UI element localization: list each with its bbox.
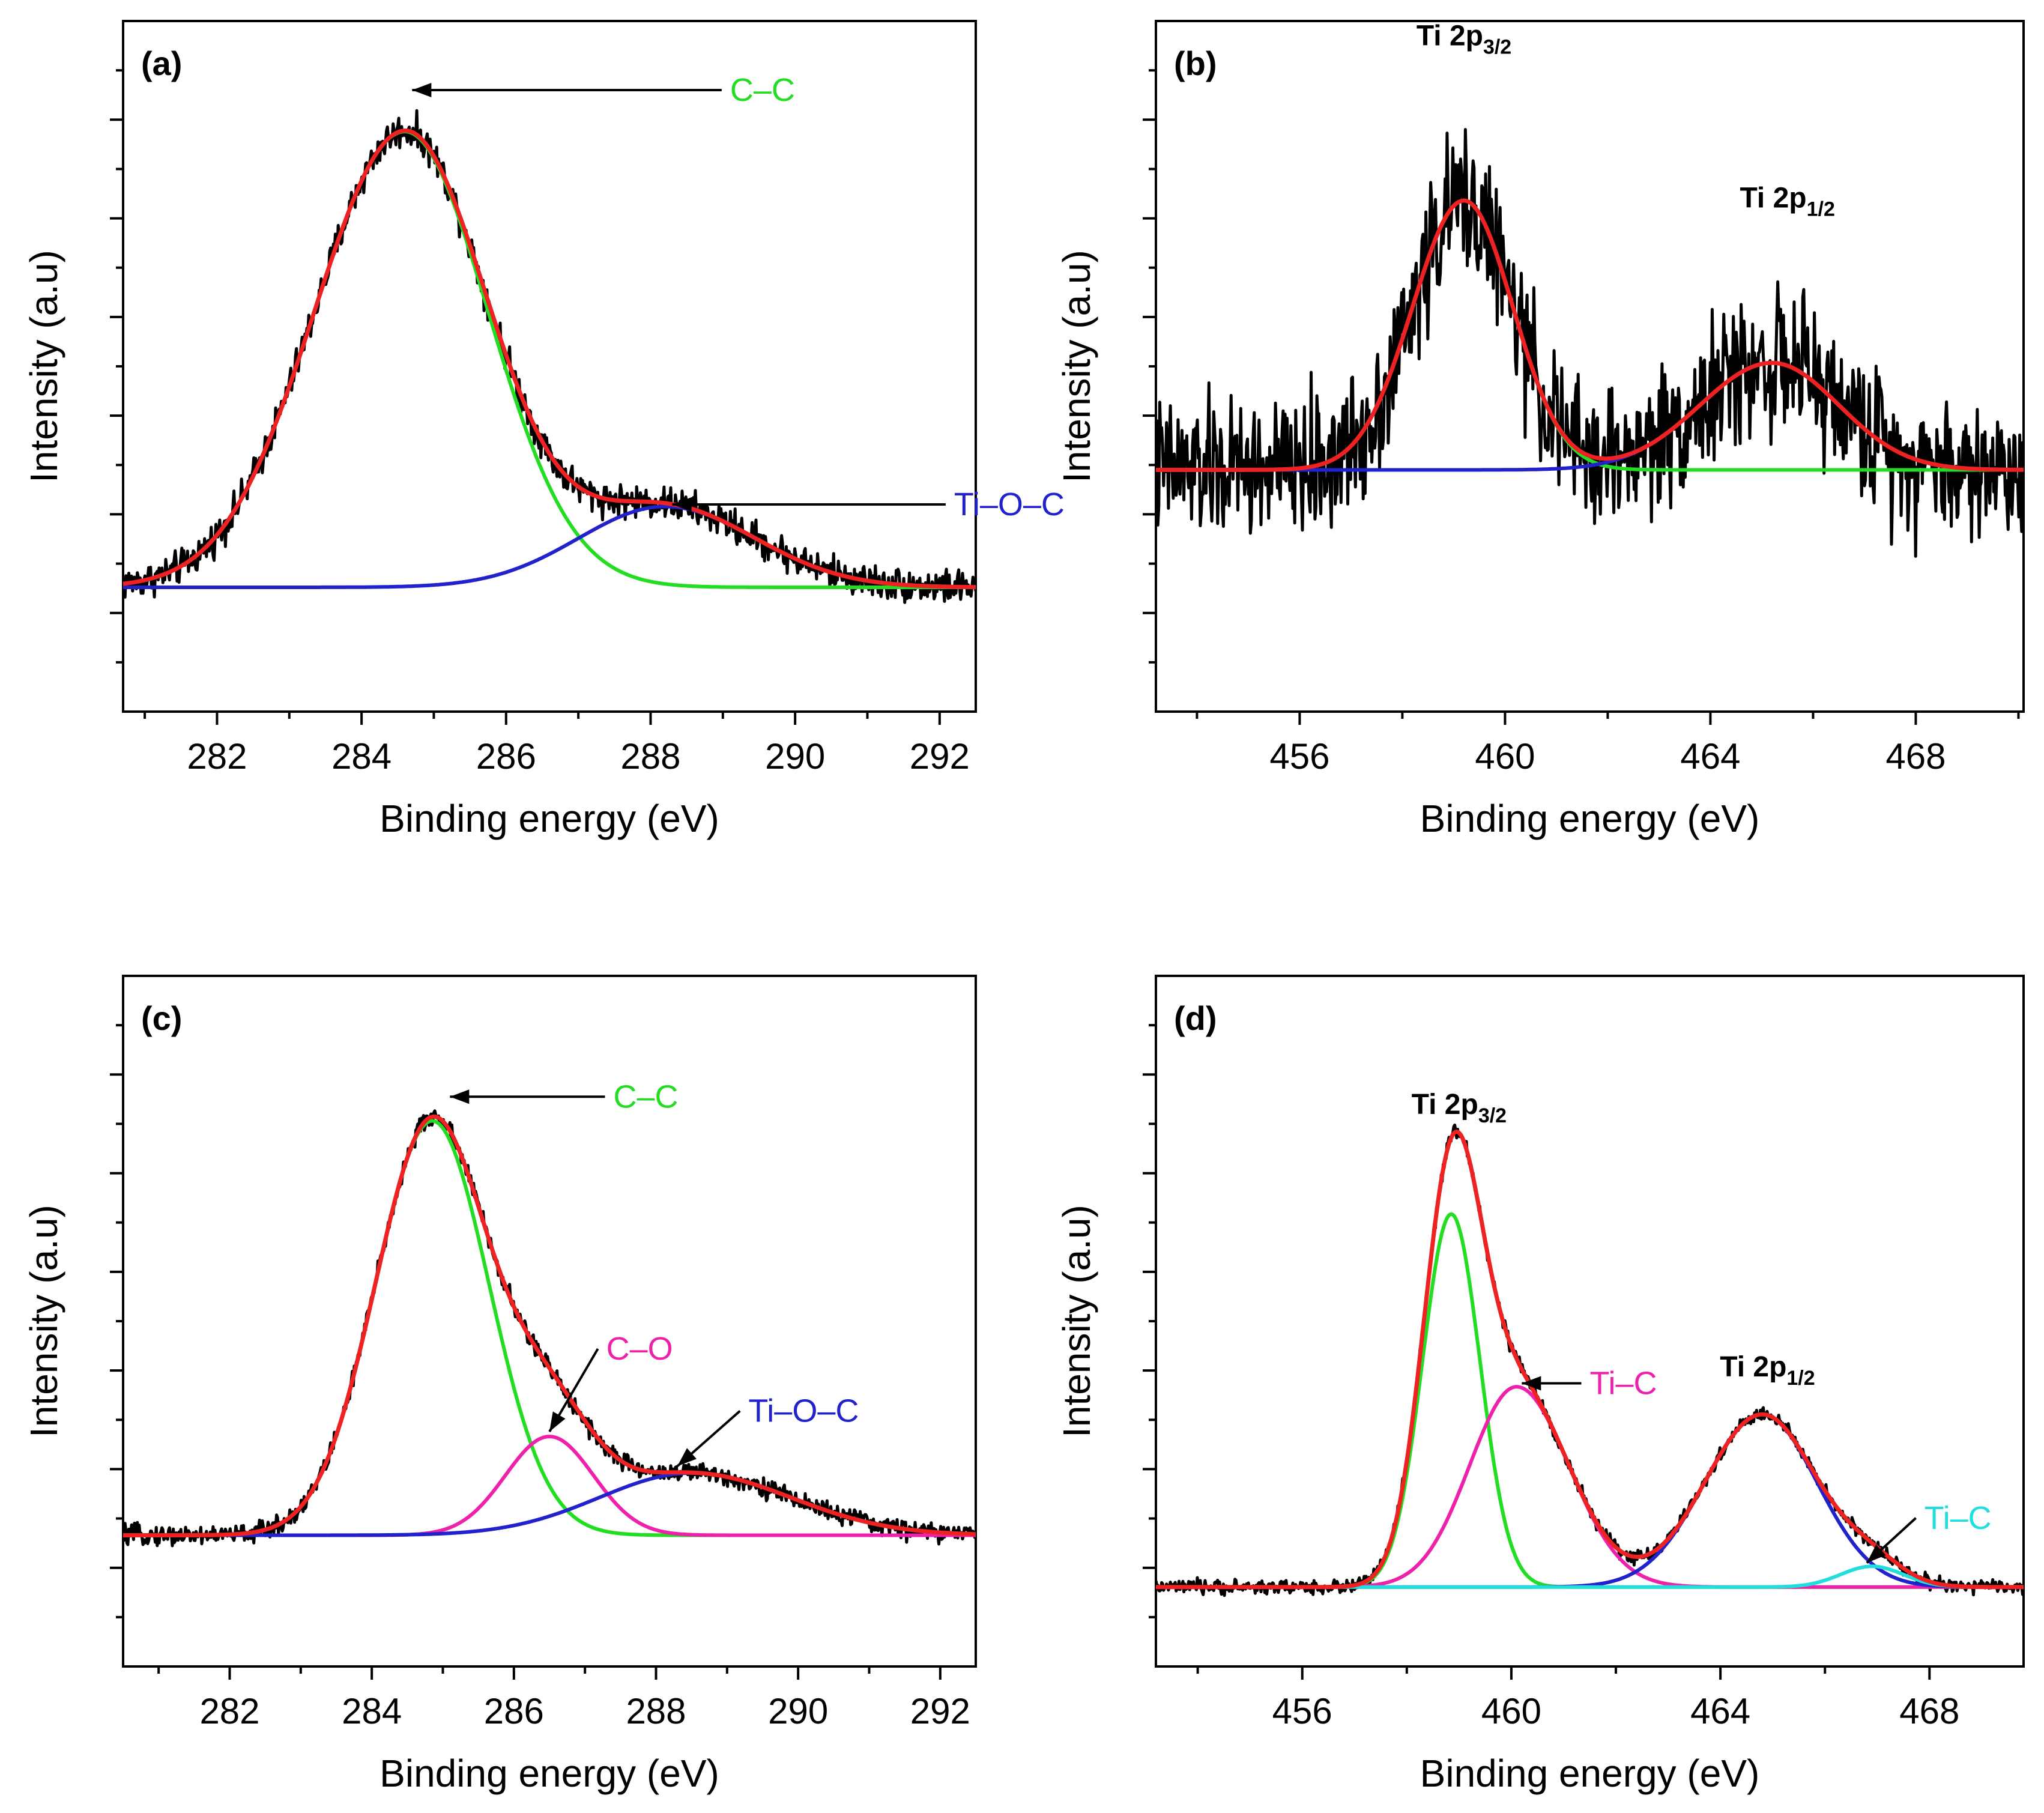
x-tick-label: 284: [331, 736, 392, 776]
x-tick-label: 292: [910, 1691, 970, 1731]
raw-spectrum-line: [1156, 1124, 2024, 1597]
y-axis-title: Intensity (a.u): [22, 250, 65, 483]
x-tick-label: 464: [1690, 1691, 1750, 1731]
annotation-arrowhead: [1522, 1376, 1541, 1391]
x-tick-label: 282: [199, 1691, 259, 1731]
annotation-arrowhead: [412, 83, 432, 97]
fit-envelope-line: [1156, 198, 2024, 472]
x-tick-label: 286: [476, 736, 536, 776]
fit-component-line: [1156, 1385, 2024, 1589]
annotation-arrowhead: [677, 1448, 697, 1466]
raw-spectrum-line: [123, 1109, 976, 1548]
x-axis-title: Binding energy (eV): [1420, 797, 1760, 840]
annotation-label: C–C: [730, 72, 795, 108]
panel-label: (a): [141, 44, 182, 82]
x-tick-label: 290: [768, 1691, 828, 1731]
panel-label: (c): [141, 999, 182, 1037]
x-axis-title: Binding energy (eV): [379, 797, 719, 840]
x-tick-label: 464: [1680, 736, 1740, 776]
curves: [123, 109, 976, 604]
peak-label: Ti 2p3/2: [1417, 20, 1511, 58]
y-axis-title: Intensity (a.u): [1055, 1205, 1098, 1438]
annotation-arrowhead: [549, 1411, 566, 1432]
fit-component-line: [123, 1119, 976, 1537]
panel-label: (d): [1174, 999, 1217, 1037]
annotation-arrowhead: [1866, 1545, 1886, 1563]
annotation-label: Ti–C: [1925, 1500, 1992, 1536]
y-axis-title: Intensity (a.u): [1055, 250, 1098, 483]
x-tick-label: 292: [910, 736, 970, 776]
chart-panel-2: 282 284 286 288 290 292 Binding energy (eV) Int…: [22, 975, 977, 1795]
y-axis-title: Intensity (a.u): [22, 1205, 65, 1438]
annotation-arrowhead: [450, 1089, 470, 1104]
peak-label: Ti 2p3/2: [1412, 1089, 1507, 1127]
annotation-label: Ti–O–C: [748, 1393, 859, 1429]
curves: [1156, 1124, 2024, 1597]
x-tick-label: 460: [1481, 1691, 1541, 1731]
x-tick-label: 456: [1272, 1691, 1332, 1731]
raw-spectrum-line: [123, 109, 976, 604]
curves: [123, 1109, 976, 1548]
annotation-arrowhead: [672, 497, 692, 512]
panel-label: (b): [1174, 44, 1217, 82]
chart-panel-0: 282 284 286 288 290 292 Binding energy (eV) Int…: [22, 20, 1065, 840]
annotation-label: Ti–O–C: [954, 486, 1065, 522]
x-tick-label: 468: [1899, 1691, 1959, 1731]
x-tick-label: 282: [187, 736, 247, 776]
plot-frame: [122, 20, 977, 713]
chart-panel-1: 456 460 464 468 Binding energy (eV) Intensity…: [1055, 20, 2025, 840]
x-tick-label: 456: [1269, 736, 1329, 776]
peak-label: Ti 2p1/2: [1740, 183, 1834, 221]
x-tick-label: 286: [484, 1691, 544, 1731]
x-tick-label: 460: [1475, 736, 1535, 776]
x-tick-label: 284: [342, 1691, 402, 1731]
fit-component-line: [123, 130, 976, 589]
chart-panel-3: 456 460 464 468 Binding energy (eV) Intensity…: [1055, 975, 2025, 1795]
plot-frame: [1155, 20, 2025, 713]
annotation-label: Ti–C: [1590, 1366, 1657, 1402]
curves: [1156, 128, 2024, 558]
raw-spectrum-line: [1156, 128, 2024, 558]
fit-envelope-line: [123, 1114, 976, 1537]
x-tick-label: 288: [620, 736, 680, 776]
annotation-label: C–O: [606, 1331, 673, 1367]
x-axis-title: Binding energy (eV): [1420, 1752, 1760, 1795]
fit-envelope-line: [1156, 1129, 2024, 1590]
peak-label: Ti 2p1/2: [1720, 1351, 1815, 1390]
plot-frame: [122, 975, 977, 1668]
annotation-label: C–C: [614, 1079, 679, 1115]
x-axis-title: Binding energy (eV): [379, 1752, 719, 1795]
x-tick-label: 468: [1885, 736, 1946, 776]
x-tick-label: 290: [765, 736, 825, 776]
x-tick-label: 288: [626, 1691, 686, 1731]
fit-envelope-line: [123, 129, 976, 590]
